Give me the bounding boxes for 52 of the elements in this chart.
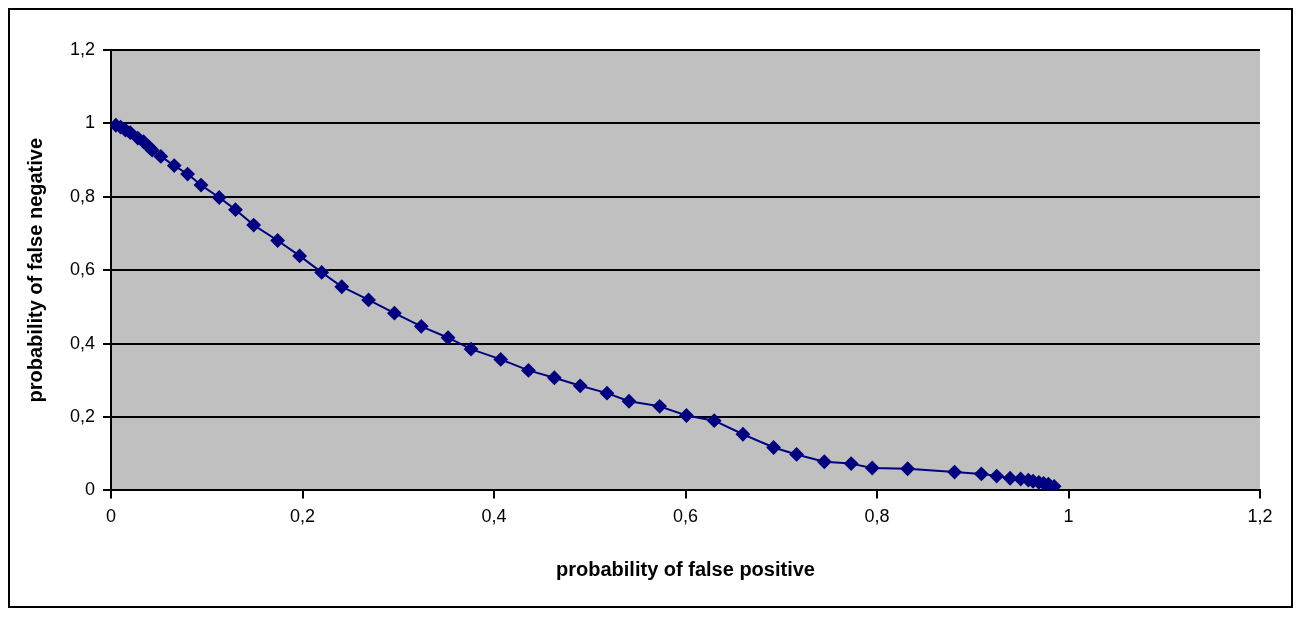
point <box>441 330 456 345</box>
point <box>414 319 429 334</box>
point <box>547 370 562 385</box>
x-tick-label: 1 <box>1063 506 1074 527</box>
point <box>844 456 859 471</box>
point <box>153 149 168 164</box>
point <box>766 440 781 455</box>
point <box>817 454 832 469</box>
point <box>270 233 285 248</box>
y-tick-label: 0,8 <box>69 185 96 206</box>
point <box>652 399 667 414</box>
y-tick-label: 1,2 <box>69 38 96 59</box>
y-tick-label: 0,4 <box>69 332 96 353</box>
point <box>292 248 307 263</box>
x-tick-label: 0,8 <box>864 506 890 527</box>
point <box>735 427 750 442</box>
point <box>789 447 804 462</box>
y-tick-label: 0,2 <box>69 405 96 426</box>
point <box>334 279 349 294</box>
point <box>180 167 195 182</box>
point <box>194 178 209 193</box>
x-tick-label: 0,2 <box>290 506 316 527</box>
point <box>493 352 508 367</box>
point <box>361 292 376 307</box>
x-tick-label: 0,6 <box>673 506 699 527</box>
point <box>947 465 962 480</box>
point <box>865 461 880 476</box>
point <box>228 202 243 217</box>
point <box>167 158 182 173</box>
point <box>600 386 614 401</box>
point <box>1003 471 1018 486</box>
x-tick-label: 0 <box>106 506 117 527</box>
point <box>573 378 588 393</box>
x-axis-title: probability of false positive <box>556 557 815 580</box>
y-tick-label: 0,6 <box>69 259 96 280</box>
point <box>464 342 479 357</box>
point <box>314 265 329 280</box>
point <box>707 413 722 428</box>
point <box>387 306 402 321</box>
y-tick-label: 0 <box>85 479 96 500</box>
y-axis-title: probability of false negative <box>23 137 46 403</box>
point <box>900 461 915 476</box>
point <box>989 469 1004 484</box>
point <box>212 190 227 205</box>
point <box>679 408 694 423</box>
x-tick-label: 0,4 <box>481 506 507 527</box>
y-tick-label: 1 <box>85 112 96 133</box>
point <box>246 218 261 233</box>
point <box>974 466 989 481</box>
x-tick-label: 1,2 <box>1247 506 1273 527</box>
point <box>622 394 637 409</box>
point <box>521 363 536 378</box>
